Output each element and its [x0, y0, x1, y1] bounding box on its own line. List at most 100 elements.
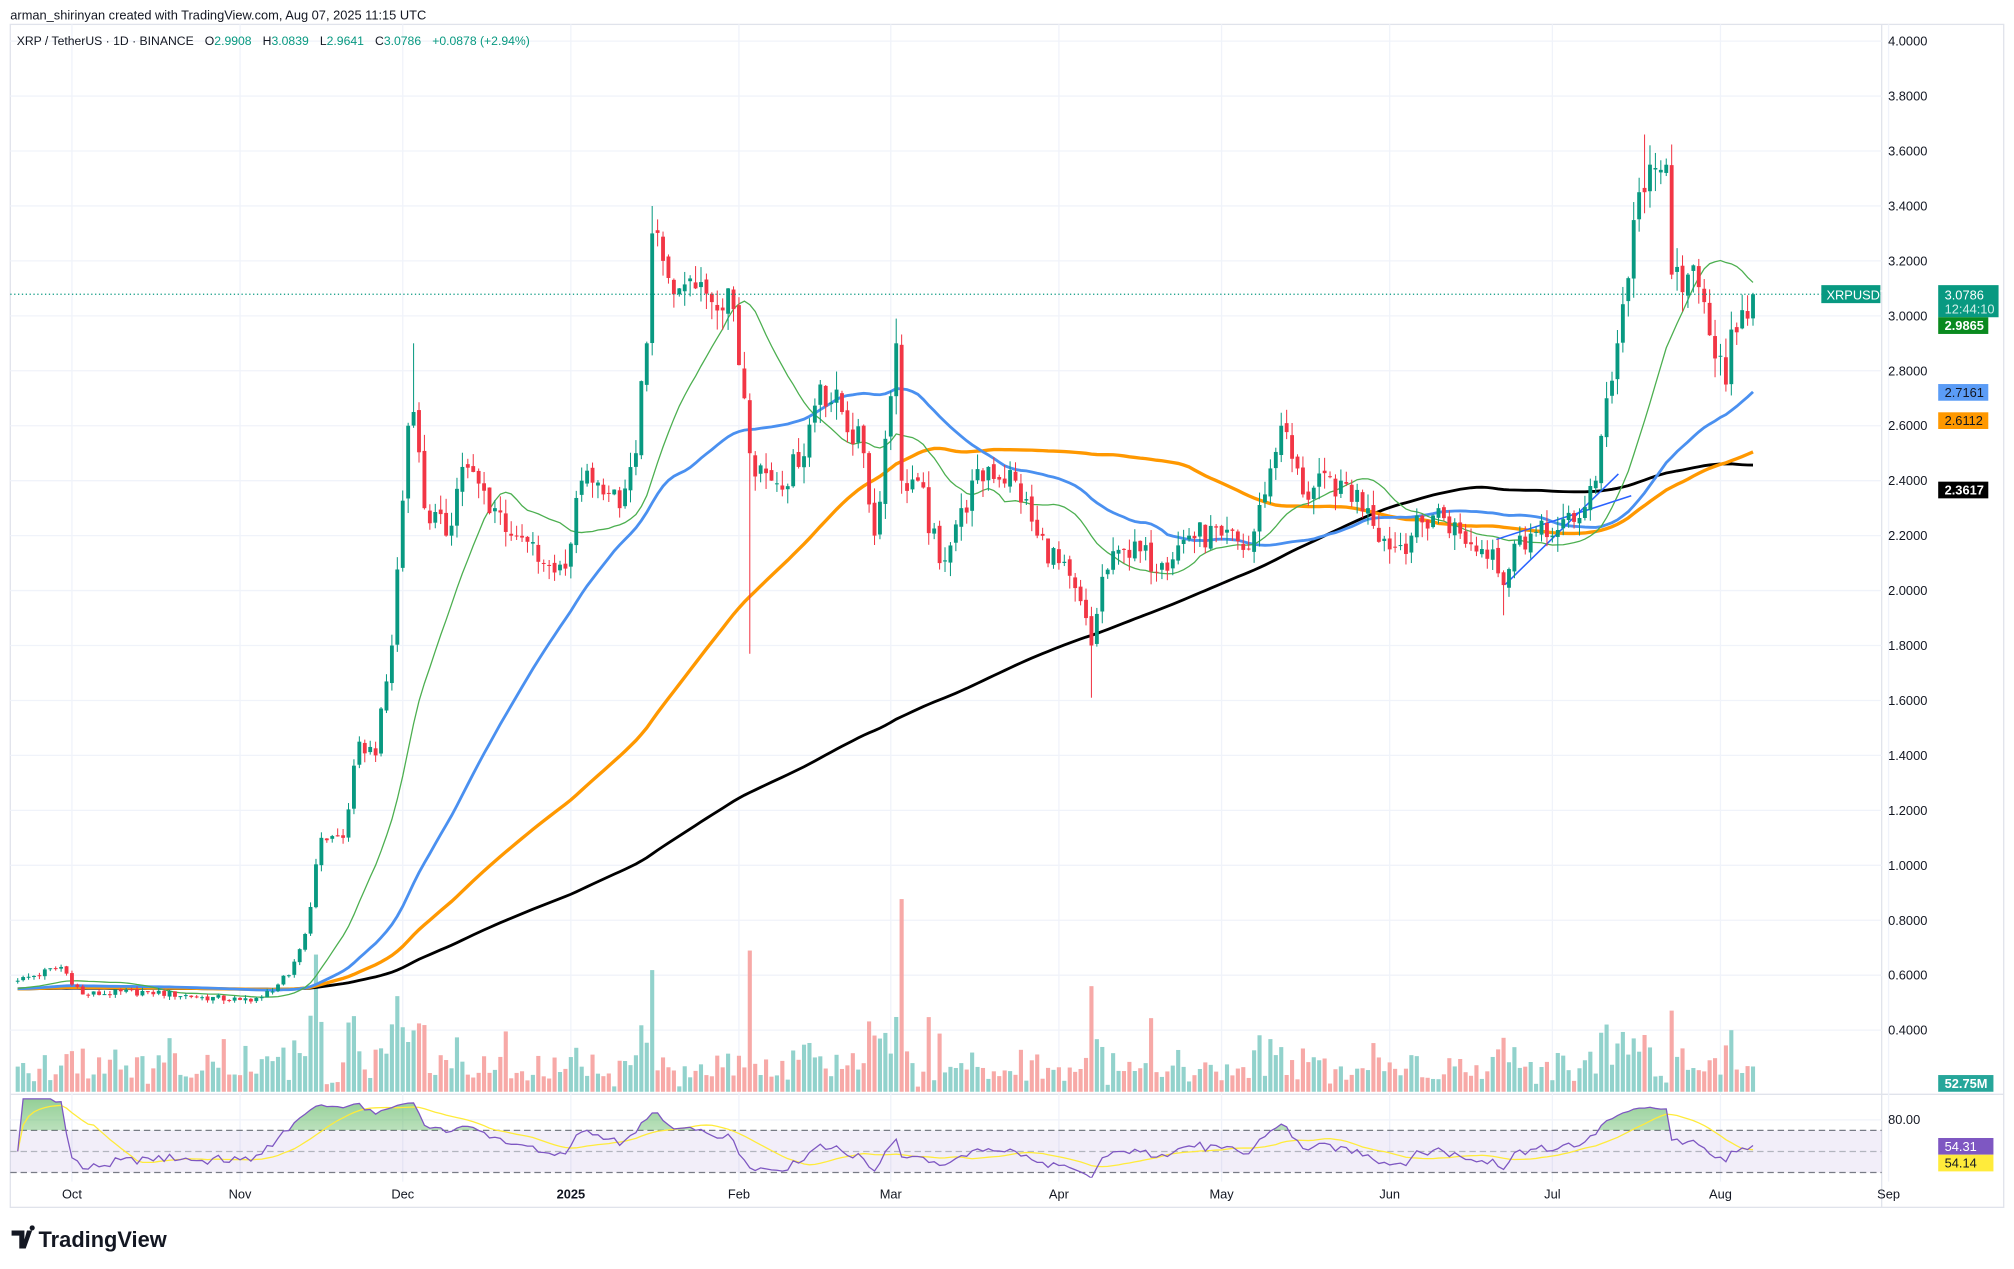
volume-bar: [189, 1077, 194, 1092]
volume-bar: [145, 1083, 150, 1092]
candle: [791, 449, 796, 488]
candle-body: [1517, 535, 1522, 545]
volume-bar: [1176, 1049, 1181, 1092]
volume-bar: [1279, 1047, 1284, 1092]
candle: [623, 479, 627, 509]
candle: [140, 987, 145, 997]
volume-bar: [921, 1071, 926, 1092]
candle-body: [1219, 525, 1224, 536]
volume-bar: [1382, 1071, 1387, 1092]
candle-body: [997, 476, 1002, 480]
candle-body: [1582, 507, 1587, 519]
volume-bar: [1398, 1075, 1403, 1092]
volume-bar: [281, 1047, 286, 1092]
time-axis[interactable]: Oct Nov Dec 2025 Feb Mar Apr May Jun Jul Aug Sep: [62, 1186, 1900, 1201]
candle: [1062, 554, 1067, 567]
volume-bar: [1317, 1060, 1322, 1092]
candle-body: [1653, 168, 1658, 170]
volume-bar: [1040, 1078, 1045, 1092]
volume-bar: [259, 1059, 264, 1092]
candle: [650, 205, 655, 356]
time-tick: Oct: [62, 1186, 82, 1201]
candle: [227, 999, 232, 1003]
volume-bar: [704, 1075, 709, 1092]
candle: [384, 674, 389, 714]
price-axis[interactable]: 4.0000 3.8000 3.6000 3.4000 3.2000 3.0000 2.80…: [1888, 34, 1927, 1038]
volume-bar: [1517, 1067, 1522, 1092]
candle-body: [1610, 380, 1614, 396]
candle: [1046, 538, 1050, 568]
volume-bar: [883, 1032, 888, 1092]
volume-bar: [172, 1053, 178, 1092]
volume-bar: [433, 1074, 438, 1092]
candle: [1751, 292, 1755, 326]
volume-bar: [736, 1055, 742, 1092]
candle: [639, 380, 644, 460]
candle-body: [1024, 499, 1029, 501]
tradingview-logo[interactable]: TradingView: [11, 1225, 168, 1252]
candle-body: [1170, 559, 1175, 569]
candle: [1349, 479, 1354, 507]
candle: [1452, 518, 1457, 550]
candle-body: [644, 343, 649, 385]
candle-body: [297, 949, 302, 963]
candle: [579, 467, 584, 502]
candle: [248, 998, 253, 1004]
candle: [926, 471, 931, 545]
candle: [1051, 546, 1056, 569]
time-tick: May: [1209, 1186, 1234, 1201]
candle-body: [86, 994, 91, 996]
candle: [709, 292, 714, 320]
candle-body: [1512, 543, 1517, 572]
candle-body: [1528, 533, 1533, 553]
volume-bar: [1420, 1077, 1425, 1092]
volume-bar: [850, 1053, 855, 1092]
trendline-lower[interactable]: [1496, 495, 1632, 541]
volume-bar: [1105, 1084, 1110, 1092]
price-tick: 1.0000: [1888, 858, 1927, 873]
candle: [1610, 371, 1614, 404]
candle: [834, 371, 839, 420]
volume-bar: [937, 1033, 942, 1092]
time-tick: 2025: [557, 1186, 586, 1201]
candle-body: [395, 569, 400, 645]
candle: [693, 266, 698, 290]
volume-bar: [1485, 1071, 1490, 1092]
price-tick: 2.6000: [1888, 418, 1927, 433]
candle: [330, 834, 335, 843]
candle-body: [449, 525, 454, 536]
volume-bar: [368, 1077, 373, 1092]
candle: [1127, 539, 1132, 571]
candle: [910, 465, 915, 493]
candle-body: [1127, 549, 1132, 558]
candle: [1138, 540, 1143, 563]
volume-bar: [118, 1069, 123, 1092]
candle: [921, 472, 926, 489]
candle-body: [341, 835, 346, 838]
candle-body: [270, 991, 275, 993]
candle-body: [1273, 451, 1278, 469]
candle-body: [943, 560, 947, 562]
svg-text:2.9865: 2.9865: [1945, 318, 1984, 333]
candle-body: [915, 477, 920, 481]
close-value: 3.0786: [384, 34, 421, 48]
volume-bar: [1127, 1061, 1132, 1092]
time-tick: Feb: [728, 1186, 750, 1201]
volume-bar: [650, 970, 655, 1092]
candle-body: [1658, 169, 1663, 173]
candle: [400, 490, 405, 572]
volume-bar: [1523, 1066, 1528, 1092]
candle: [216, 993, 221, 999]
candle-body: [1631, 220, 1636, 279]
volume-bar: [829, 1076, 834, 1092]
volume-bar: [1550, 1080, 1555, 1092]
candle: [1691, 264, 1696, 293]
candle-body: [764, 468, 768, 474]
volume-bar: [698, 1064, 704, 1092]
candle: [243, 995, 248, 1004]
volume-bar: [959, 1063, 964, 1092]
volume-bar: [1051, 1069, 1056, 1092]
trendline-upper[interactable]: [1504, 473, 1619, 585]
volume-bar: [1322, 1058, 1327, 1092]
